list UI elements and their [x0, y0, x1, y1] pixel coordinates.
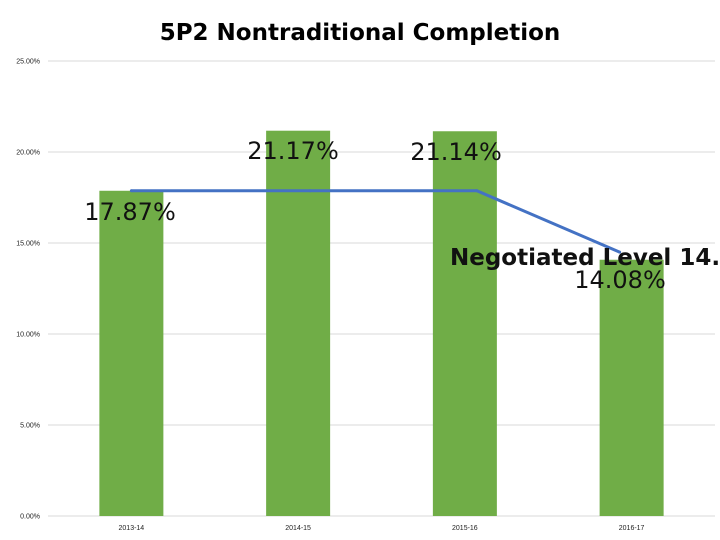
data-label: 14.08% — [574, 266, 666, 294]
x-tick-label: 2015-16 — [452, 525, 478, 532]
bar — [99, 190, 164, 517]
y-tick-label: 20.00% — [16, 150, 40, 157]
y-tick-label: 5.00% — [20, 423, 40, 430]
y-axis-ticks: 0.00% 5.00% 10.00% 15.00% 20.00% 25.00% — [16, 59, 40, 521]
x-axis-ticks: 2013-14 2014-15 2015-16 2016-17 — [119, 525, 645, 532]
y-tick-label: 25.00% — [16, 59, 40, 66]
y-tick-label: 0.00% — [20, 514, 40, 521]
bar — [599, 259, 664, 516]
y-tick-label: 15.00% — [16, 241, 40, 248]
data-labels: 17.87% 21.17% 21.14% 14.08%Negotiated Level… — [84, 137, 720, 294]
bar — [266, 130, 331, 516]
x-tick-label: 2014-15 — [285, 525, 311, 532]
x-tick-label: 2016-17 — [619, 525, 645, 532]
negotiated-level-line — [129, 189, 622, 254]
data-label: 21.17% — [247, 137, 339, 165]
line-point — [308, 189, 312, 193]
line-point — [618, 250, 622, 254]
line-point — [475, 189, 479, 193]
negotiated-level-label: Negotiated Level 14.5% — [450, 245, 720, 271]
data-label: 17.87% — [84, 198, 176, 226]
bar — [432, 131, 497, 516]
data-label: 21.14% — [410, 138, 502, 166]
y-tick-label: 10.00% — [16, 332, 40, 339]
x-tick-label: 2013-14 — [119, 525, 145, 532]
bars — [99, 130, 664, 517]
line-point — [129, 189, 133, 193]
line-series — [131, 189, 621, 254]
chart-title: 5P2 Nontraditional Completion — [160, 20, 561, 46]
